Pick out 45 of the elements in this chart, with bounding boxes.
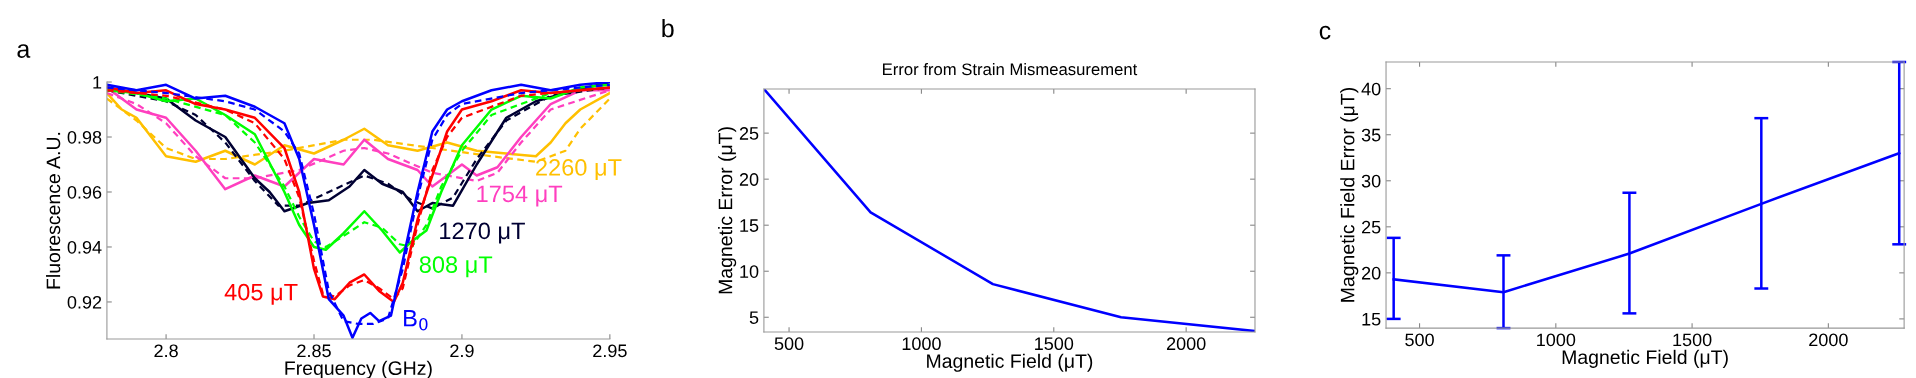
y-tick-label: 15 — [740, 219, 759, 232]
series-label: 1754 μT — [477, 185, 563, 207]
x-tick-label: 2000 — [1809, 333, 1848, 347]
y-tick-label: 25 — [739, 127, 759, 140]
y-tick-label: 25 — [1362, 220, 1381, 234]
x-axis-title: Magnetic Field (μT) — [1562, 349, 1728, 368]
y-tick-label: 15 — [1362, 313, 1381, 326]
text: b — [662, 18, 674, 38]
y-tick-label: 5 — [749, 311, 759, 324]
x-tick-label: 2.9 — [450, 344, 474, 358]
x-tick-label: 1500 — [1673, 333, 1712, 347]
y-axis-title: Magnetic Error (μT) — [718, 127, 737, 294]
series-label: 405 μT — [224, 283, 298, 305]
series-label: 2260 μT — [536, 159, 622, 181]
x-axis-title: Frequency (GHz) — [285, 360, 432, 378]
series-label: B$_{0}$ — [404, 310, 428, 331]
y-tick-label: 35 — [1361, 128, 1381, 142]
y-axis-title: Magnetic Field Error (μT) — [1340, 88, 1359, 302]
x-tick-label: 2.95 — [593, 344, 627, 358]
y-tick-label: 40 — [1361, 82, 1381, 96]
x-tick-label: 2.8 — [154, 344, 178, 358]
y-tick-label: 1 — [93, 76, 102, 89]
y-tick-label: 30 — [1361, 174, 1381, 188]
y-tick-label: 0.92 — [67, 295, 102, 309]
y-tick-label: 20 — [1362, 266, 1381, 280]
x-tick-label: 1500 — [1035, 337, 1074, 351]
x-tick-label: 1000 — [1537, 333, 1576, 347]
y-tick-label: 20 — [739, 173, 759, 186]
series-label: 1270 μT — [440, 222, 525, 244]
line-series — [763, 88, 1255, 332]
y-axis-title: Fluorescence A.U. — [46, 132, 61, 289]
x-tick-label: 2.85 — [297, 344, 331, 358]
y-tick-label: 10 — [740, 265, 759, 278]
series-label: 808 μT — [419, 256, 493, 278]
x-tick-label: 2000 — [1166, 337, 1206, 351]
x-tick-label: 1000 — [902, 337, 941, 351]
x-tick-label: 500 — [774, 337, 804, 351]
x-tick-label: 500 — [1405, 333, 1434, 347]
y-tick-label: 0.98 — [67, 130, 102, 144]
text: a — [17, 44, 31, 58]
y-tick-label: 0.96 — [67, 185, 102, 199]
chart-title: Error from Strain Mismeasurement — [883, 62, 1138, 76]
y-tick-label: 0.94 — [67, 240, 102, 254]
x-axis-title: Magnetic Field (μT) — [927, 353, 1093, 372]
text: c — [1319, 25, 1331, 40]
